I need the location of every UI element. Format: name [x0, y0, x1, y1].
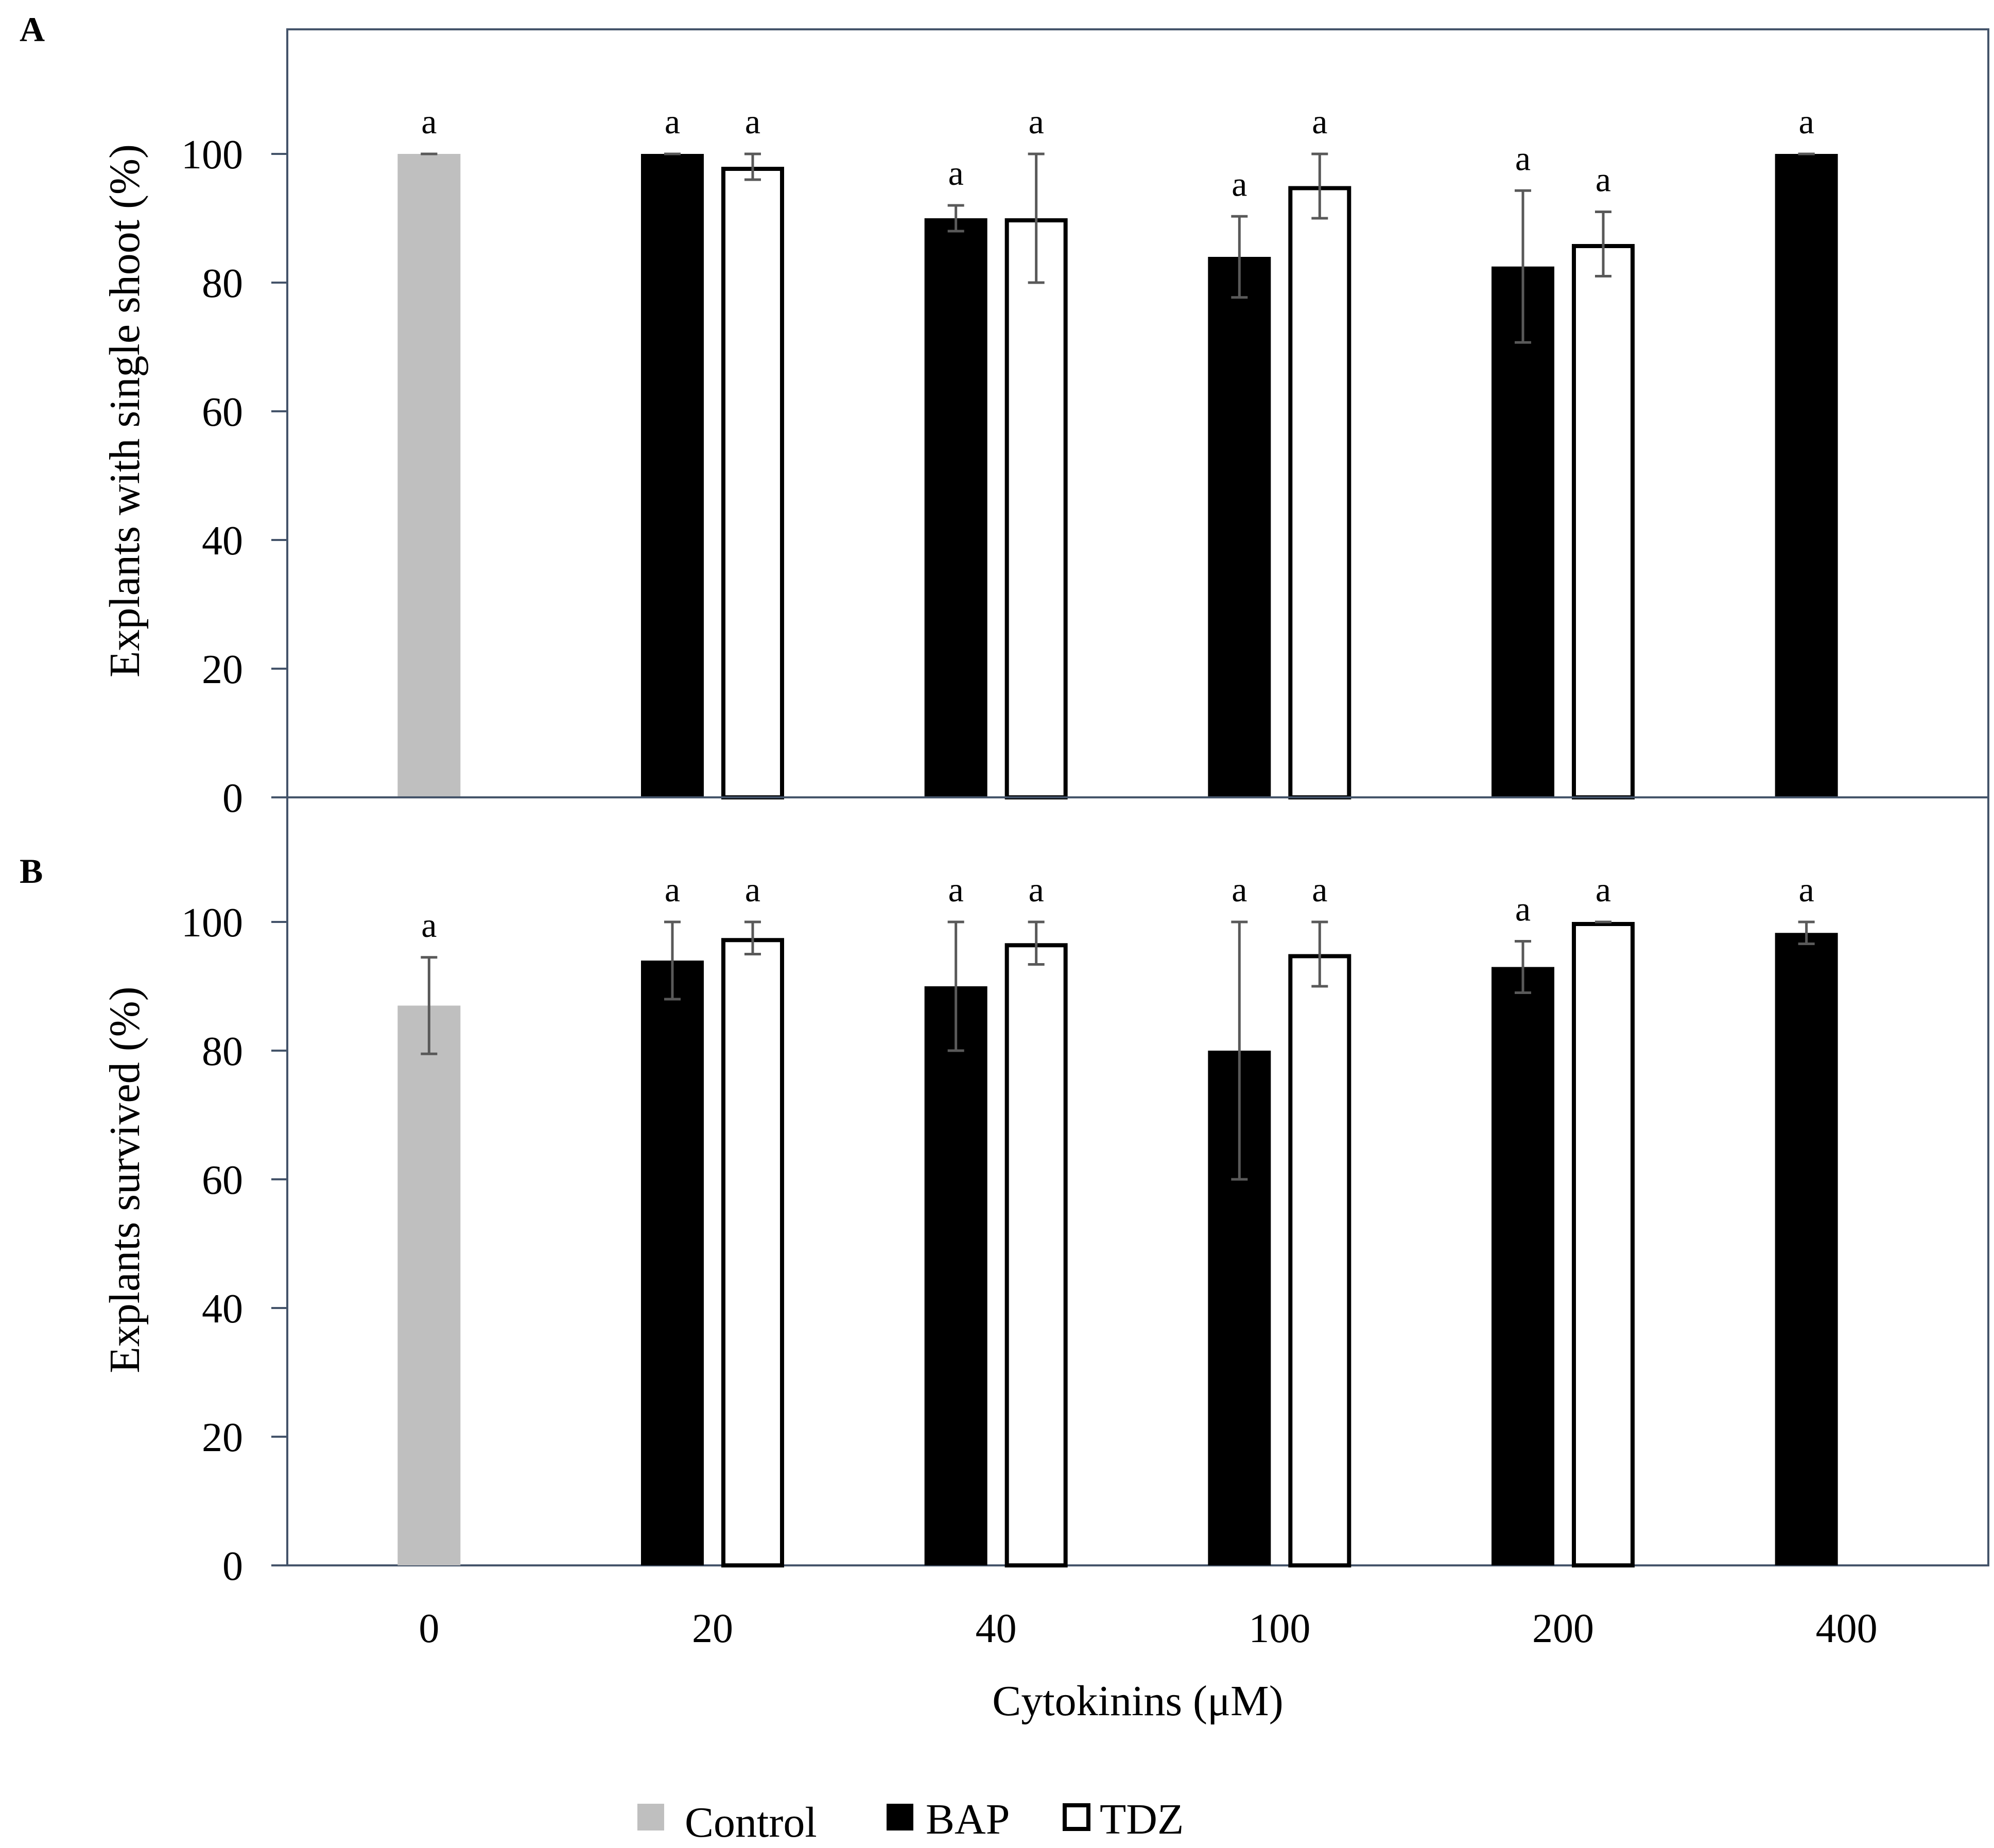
panel-b-y-tick-label: 0	[222, 1544, 243, 1589]
legend-swatch-tdz	[1063, 1803, 1090, 1831]
panel-b-sig-letter-bap-200: a	[1515, 890, 1531, 929]
x-axis-label: Cytokinins (μM)	[992, 1677, 1283, 1725]
panel-b-bar-bap-200	[1492, 967, 1554, 1565]
panel-b-bar-tdz-200	[1572, 922, 1635, 1567]
legend-swatch-control	[637, 1804, 664, 1830]
panel-b-frame	[286, 796, 1989, 1566]
panel-b-sig-letter-bap-400: a	[1799, 870, 1814, 909]
panel-a-sig-letter-bap-40: a	[948, 153, 964, 193]
panel-b-bar-tdz-40	[1004, 943, 1068, 1567]
panel-b-sig-letter-bap-100: a	[1232, 870, 1247, 909]
x-tick-label-0: 0	[419, 1606, 439, 1651]
panel-a-sig-letter-bap-200: a	[1515, 138, 1531, 178]
panel-b-y-tick-label: 20	[202, 1415, 243, 1460]
panel-a-sig-letter-bap-20: a	[665, 102, 680, 141]
panel-b-sig-letter-tdz-200: a	[1596, 870, 1611, 909]
panel-a-bar-tdz-100	[1288, 186, 1351, 799]
panel-a-plot: 0 20 40 60 80 100 a a a a a a a a a a	[181, 102, 1838, 821]
panel-b-sig-letter-bap-20: a	[665, 870, 680, 909]
panel-a-y-tick-label: 40	[202, 518, 243, 564]
panel-a-bar-bap-400	[1775, 154, 1838, 797]
panel-a-bar-tdz-200	[1572, 244, 1635, 799]
panel-a-sig-letter-bap-400: a	[1799, 102, 1814, 141]
x-tick-label-20: 20	[692, 1606, 733, 1651]
panel-a-sig-letter-control-0: a	[421, 102, 437, 141]
panel-b-y-tick-label: 40	[202, 1286, 243, 1332]
panel-a-bar-tdz-20	[721, 167, 784, 799]
panel-a-bar-bap-40	[924, 218, 987, 797]
panel-a-bar-control-0	[397, 154, 461, 797]
panel-b-sig-letter-tdz-20: a	[745, 870, 760, 909]
panel-a-sig-letter-tdz-40: a	[1029, 102, 1044, 141]
panel-b-sig-letter-tdz-100: a	[1312, 870, 1327, 909]
panel-b-bar-bap-400	[1775, 933, 1838, 1565]
panel-b-y-tick-label: 80	[202, 1029, 243, 1074]
panel-b-y-tick-label: 60	[202, 1158, 243, 1203]
panel-b-sig-letter-bap-40: a	[948, 870, 964, 909]
panel-a-bar-bap-100	[1208, 257, 1271, 797]
x-tick-label-40: 40	[976, 1606, 1017, 1651]
panel-b-y-axis-label: Explants survived (%)	[101, 986, 149, 1373]
panel-b-bar-tdz-100	[1288, 954, 1351, 1567]
panel-a-y-axis-label: Explants with single shoot (%)	[101, 144, 149, 677]
legend-label-bap: BAP	[926, 1795, 1010, 1843]
legend: Control BAP TDZ	[637, 1795, 1184, 1846]
panel-a-bar-bap-20	[641, 154, 704, 797]
panel-a-sig-letter-tdz-200: a	[1596, 160, 1611, 199]
x-axis-tick-labels: 0 20 40 100 200 400	[419, 1606, 1877, 1651]
panel-b-bar-bap-40	[924, 986, 987, 1565]
legend-swatch-bap	[887, 1804, 913, 1830]
panel-a-bar-bap-200	[1492, 266, 1554, 797]
panel-b-plot: 0 20 40 60 80 100 a a a a a a a a a a	[181, 870, 1838, 1589]
panel-a: A Explants with single shoot (%) 0 20 40 60…	[20, 10, 1989, 821]
panel-a-sig-letter-tdz-100: a	[1312, 102, 1327, 141]
panel-b-y-tick-label: 100	[181, 900, 243, 946]
panel-a-y-tick-label: 100	[181, 132, 243, 178]
legend-label-tdz: TDZ	[1100, 1795, 1184, 1843]
panel-a-sig-letter-bap-100: a	[1232, 164, 1247, 203]
panel-b-label: B	[20, 851, 43, 891]
panel-b-sig-letter-tdz-40: a	[1029, 870, 1044, 909]
panel-a-y-tick-label: 80	[202, 261, 243, 306]
panel-a-y-tick-label: 0	[222, 776, 243, 821]
x-tick-label-400: 400	[1816, 1606, 1878, 1651]
panel-a-y-tick-label: 60	[202, 390, 243, 435]
panel-a-y-tick-label: 20	[202, 647, 243, 692]
panel-b-bar-tdz-20	[721, 938, 784, 1567]
x-tick-label-100: 100	[1249, 1606, 1310, 1651]
panel-b-sig-letter-control-0: a	[421, 905, 437, 945]
panel-a-bar-tdz-40	[1004, 218, 1068, 799]
panel-a-sig-letter-tdz-20: a	[745, 102, 760, 141]
panel-b-bar-bap-20	[641, 961, 704, 1565]
legend-label-control: Control	[685, 1799, 817, 1846]
panel-b: B Explants survived (%) 0 20 40 60 80 100 a a a a…	[20, 796, 1989, 1589]
x-tick-label-200: 200	[1532, 1606, 1594, 1651]
panel-b-bar-control-0	[397, 1005, 461, 1565]
panel-a-label: A	[20, 10, 45, 49]
